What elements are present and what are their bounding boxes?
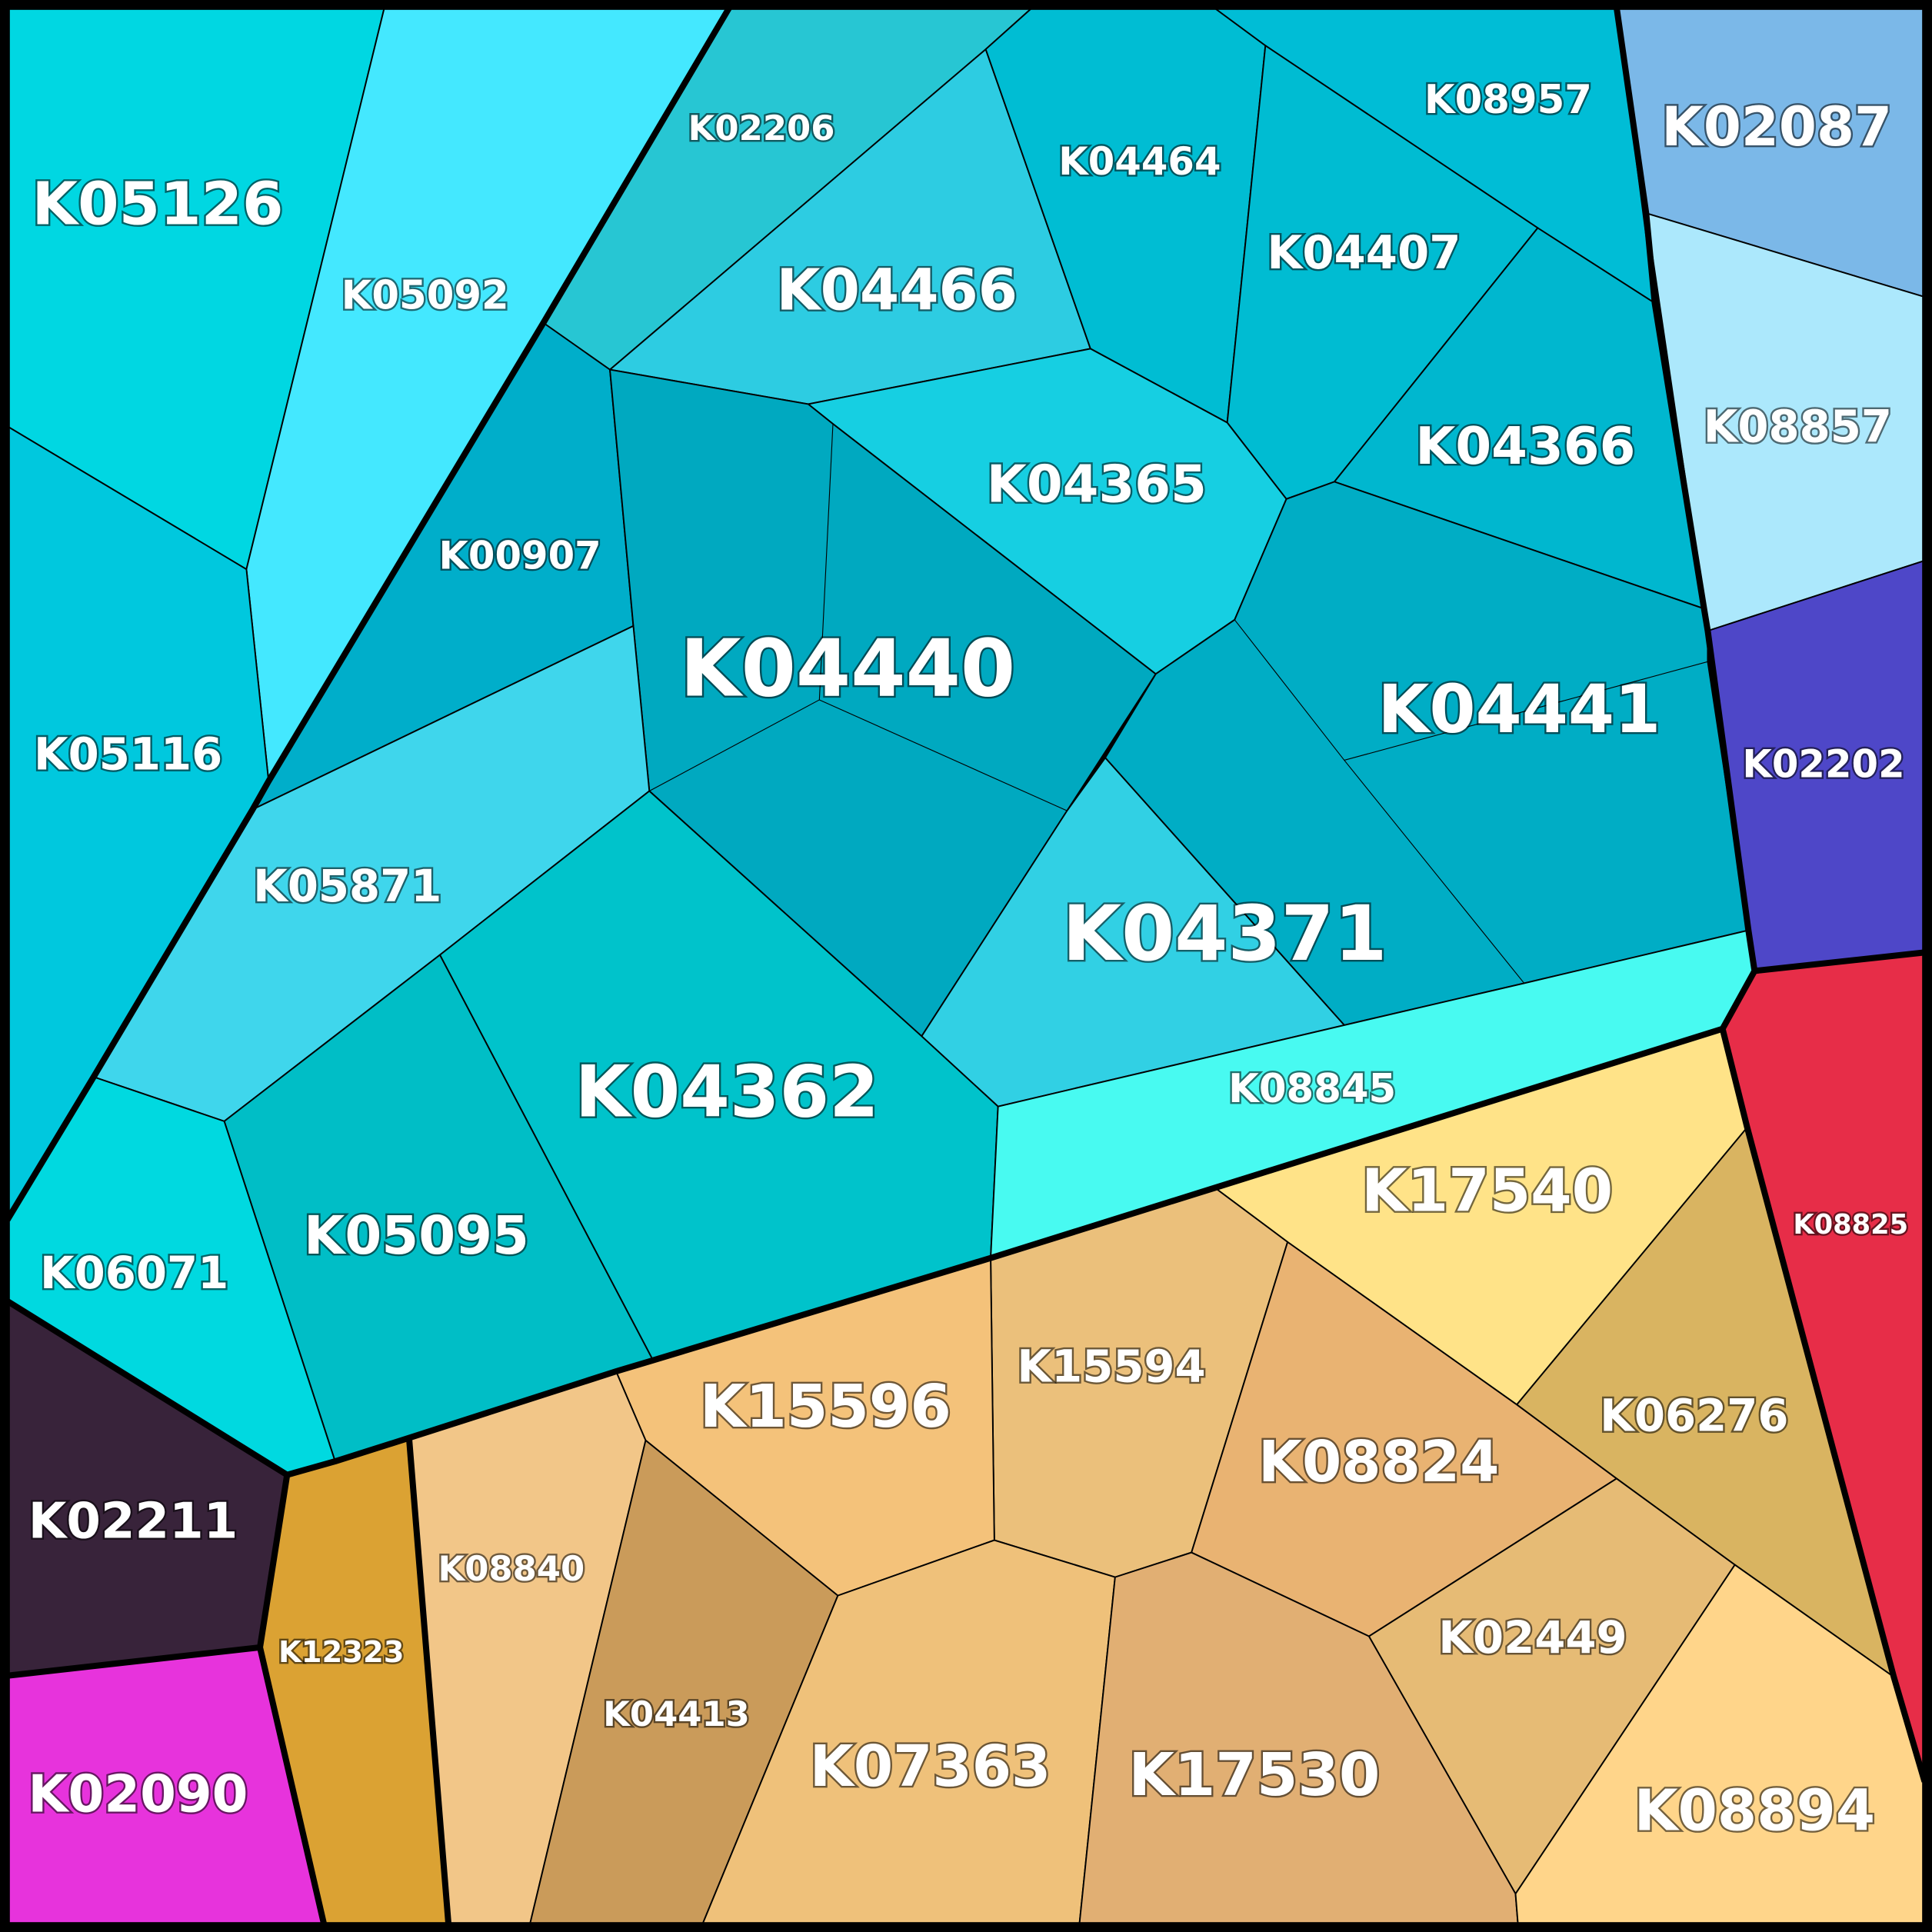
label-K05116: K05116: [34, 728, 222, 780]
group-border-k02211: [7, 1644, 261, 1679]
label-K04464: K04464: [1058, 139, 1221, 184]
label-K04413: K04413: [603, 1694, 750, 1734]
group-border-diagonal: [5, 1025, 1724, 1478]
label-K05092: K05092: [341, 272, 509, 318]
label-K02087: K02087: [1661, 95, 1892, 158]
label-K00907: K00907: [438, 534, 601, 578]
label-K08824: K08824: [1258, 1430, 1499, 1495]
label-K07363: K07363: [810, 1734, 1051, 1800]
label-K06276: K06276: [1600, 1390, 1788, 1442]
label-K15596: K15596: [700, 1373, 951, 1441]
group-border-right: [1613, 7, 1758, 1031]
label-K04407: K04407: [1267, 226, 1461, 279]
group-border-k08825: [1719, 1028, 1928, 1783]
label-K06071: K06071: [40, 1247, 228, 1299]
label-K02206: K02206: [688, 108, 835, 148]
label-K02090: K02090: [28, 1764, 248, 1824]
label-K05126: K05126: [32, 170, 284, 238]
label-K04366: K04366: [1415, 416, 1635, 476]
label-K04371: K04371: [1062, 890, 1387, 978]
label-K04365: K04365: [987, 455, 1207, 515]
label-K02202: K02202: [1742, 741, 1904, 786]
group-border-bottom-left: [257, 1474, 328, 1926]
label-K02449: K02449: [1438, 1611, 1627, 1664]
label-K15594: K15594: [1017, 1341, 1205, 1393]
group-border-top: [5, 5, 732, 1222]
label-K08857: K08857: [1704, 400, 1892, 452]
label-K04440: K04440: [680, 623, 1015, 715]
label-K17530: K17530: [1128, 1741, 1380, 1810]
label-K04466: K04466: [777, 258, 1018, 324]
label-K05095: K05095: [304, 1205, 529, 1267]
group-border-k12323: [405, 1437, 452, 1925]
label-K08845: K08845: [1228, 1066, 1396, 1112]
label-K05871: K05871: [253, 860, 441, 912]
labels: K05126 K05092 K02206 K04466 K04464 K0895…: [26, 75, 1910, 1846]
label-K08825: K08825: [1793, 1209, 1908, 1241]
group-border-mid: [1754, 949, 1925, 974]
label-K04441: K04441: [1377, 671, 1661, 748]
label-K08894: K08894: [1634, 1779, 1875, 1844]
label-K08957: K08957: [1424, 77, 1592, 123]
inner-lines: [649, 404, 1708, 984]
label-K17540: K17540: [1361, 1158, 1613, 1226]
label-K08840: K08840: [438, 1548, 585, 1589]
label-K04362: K04362: [575, 1050, 879, 1133]
label-K02211: K02211: [28, 1494, 238, 1551]
label-K12323: K12323: [278, 1635, 405, 1670]
